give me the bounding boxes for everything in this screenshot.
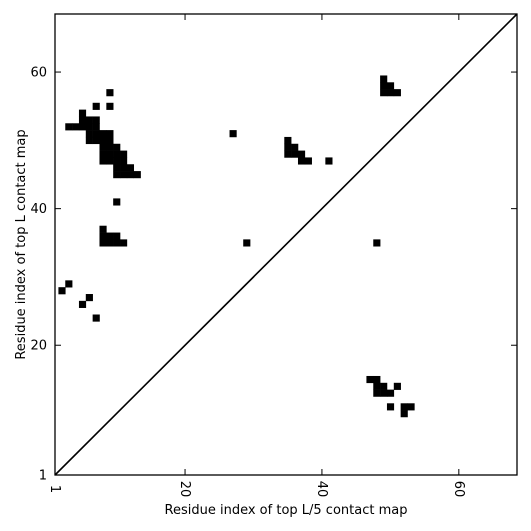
contact-cell-top-l [65, 123, 73, 131]
contact-cell-top-l5 [400, 410, 408, 418]
contact-cell-top-l [284, 136, 292, 145]
contact-cell-top-l [113, 198, 121, 206]
contact-cells [58, 75, 415, 418]
contact-cell-top-l5 [393, 382, 401, 390]
contact-cell-top-l [297, 157, 306, 165]
contact-cell-top-l [304, 157, 312, 165]
contact-cell-top-l [106, 102, 114, 110]
contact-cell-top-l [99, 136, 107, 145]
contact-cell-top-l5 [386, 403, 395, 411]
contact-cell-top-l [72, 123, 80, 131]
contact-cell-top-l5 [407, 403, 415, 411]
contact-cell-top-l [85, 130, 93, 138]
contact-cell-top-l [373, 239, 381, 247]
contact-cell-top-l [120, 157, 128, 165]
x-tick-label: 40 [314, 481, 329, 498]
contact-cell-top-l [78, 300, 87, 308]
contact-cell-top-l [113, 157, 121, 165]
contact-cell-top-l5 [366, 375, 374, 384]
contact-cell-top-l [113, 232, 121, 240]
contact-cell-top-l [120, 171, 128, 179]
contact-cell-top-l5 [380, 389, 388, 397]
contact-cell-top-l [99, 239, 107, 247]
contact-cell-top-l [78, 123, 87, 131]
contact-cell-top-l [229, 130, 237, 138]
contact-cell-top-l [386, 89, 395, 97]
contact-cell-top-l [106, 89, 114, 97]
contact-cell-top-l [284, 143, 292, 151]
contact-cell-top-l5 [373, 389, 381, 397]
contact-cell-top-l [99, 130, 107, 138]
contact-cell-top-l [243, 239, 251, 247]
contact-cell-top-l [393, 89, 401, 97]
contact-cell-top-l [120, 239, 128, 247]
contact-cell-top-l5 [373, 375, 381, 384]
contact-cell-top-l [126, 171, 135, 179]
y-tick-label: 20 [30, 339, 47, 354]
contact-cell-top-l [92, 102, 100, 110]
contact-cell-top-l [92, 136, 100, 145]
contact-cell-top-l5 [380, 382, 388, 390]
x-tick-label: 60 [451, 481, 466, 498]
contact-cell-top-l5 [400, 403, 408, 411]
contact-cell-top-l [85, 123, 93, 131]
contact-cell-top-l [99, 225, 107, 233]
y-tick-label: 60 [30, 66, 47, 81]
x-tick-label: 20 [177, 481, 192, 498]
axis-ticks: 1 20 40 60 1 20 40 60 [30, 14, 517, 497]
contact-cell-top-l [325, 157, 333, 165]
contact-cell-top-l [106, 130, 114, 138]
contact-cell-top-l [85, 116, 93, 124]
contact-cell-top-l [113, 164, 121, 172]
contact-cell-top-l [99, 157, 107, 165]
y-tick-label: 1 [39, 469, 47, 484]
contact-cell-top-l [106, 150, 114, 158]
contact-cell-top-l [78, 109, 87, 117]
contact-cell-top-l [284, 150, 292, 158]
x-tick-label: 1 [47, 485, 62, 493]
contact-cell-top-l [85, 294, 93, 302]
contact-cell-top-l [120, 164, 128, 172]
y-axis-label: Residue index of top L contact map [14, 129, 29, 359]
contact-cell-top-l [85, 136, 93, 145]
contact-cell-top-l [99, 143, 107, 151]
contact-cell-top-l [126, 164, 135, 172]
contact-cell-top-l [106, 239, 114, 247]
contact-cell-top-l [106, 136, 114, 145]
contact-cell-top-l [99, 232, 107, 240]
contact-cell-top-l5 [373, 382, 381, 390]
contact-cell-top-l [380, 75, 388, 83]
contact-cell-top-l [133, 171, 141, 179]
contact-cell-top-l [92, 116, 100, 124]
contact-cell-top-l [92, 314, 100, 322]
diagonal-line [54, 13, 518, 476]
contact-cell-top-l [380, 82, 388, 90]
contact-cell-top-l5 [386, 389, 395, 397]
contact-cell-top-l [120, 150, 128, 158]
contact-cell-top-l [291, 150, 299, 158]
y-tick-label: 40 [30, 202, 47, 217]
contact-cell-top-l [92, 123, 100, 131]
contact-cell-top-l [113, 239, 121, 247]
contact-cell-top-l [113, 143, 121, 151]
contact-cell-top-l [99, 150, 107, 158]
contact-cell-top-l [297, 150, 306, 158]
contact-cell-top-l [106, 143, 114, 151]
contact-cell-top-l [92, 130, 100, 138]
contact-cell-top-l [106, 232, 114, 240]
contact-cell-top-l [386, 82, 395, 90]
contact-cell-top-l [78, 116, 87, 124]
contact-cell-top-l [106, 157, 114, 165]
contact-cell-top-l [65, 280, 73, 288]
contact-cell-top-l [58, 287, 66, 295]
x-axis-label: Residue index of top L/5 contact map [165, 503, 408, 518]
contact-cell-top-l [113, 150, 121, 158]
plot-frame [54, 13, 518, 476]
contact-cell-top-l [113, 171, 121, 179]
contact-cell-top-l [380, 89, 388, 97]
contact-cell-top-l [291, 143, 299, 151]
